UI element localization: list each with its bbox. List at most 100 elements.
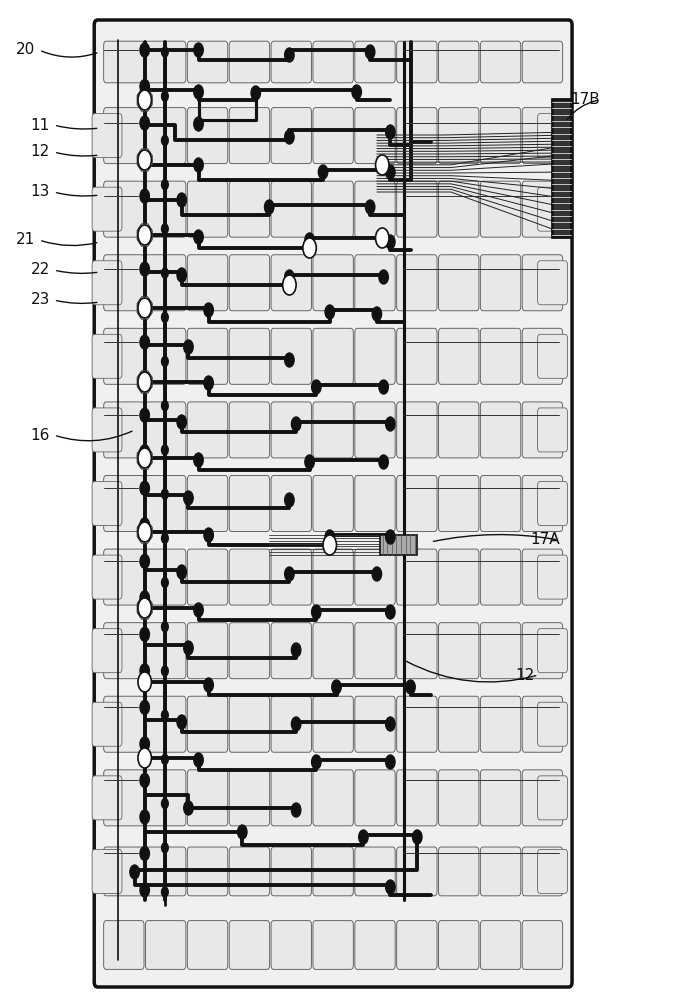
- Circle shape: [177, 715, 186, 729]
- FancyBboxPatch shape: [271, 696, 312, 752]
- FancyBboxPatch shape: [271, 549, 312, 605]
- Circle shape: [138, 598, 151, 618]
- Circle shape: [140, 43, 149, 57]
- FancyBboxPatch shape: [313, 549, 353, 605]
- FancyBboxPatch shape: [313, 770, 353, 826]
- FancyBboxPatch shape: [187, 921, 227, 969]
- FancyBboxPatch shape: [538, 261, 567, 305]
- Circle shape: [386, 125, 395, 139]
- Circle shape: [285, 493, 294, 507]
- Circle shape: [162, 754, 168, 764]
- Circle shape: [204, 376, 213, 390]
- FancyBboxPatch shape: [104, 255, 144, 311]
- FancyBboxPatch shape: [92, 114, 122, 158]
- Circle shape: [386, 717, 395, 731]
- Circle shape: [177, 415, 186, 429]
- FancyBboxPatch shape: [396, 770, 437, 826]
- Circle shape: [312, 605, 321, 619]
- FancyBboxPatch shape: [522, 770, 563, 826]
- Text: 13: 13: [31, 184, 50, 200]
- Circle shape: [312, 755, 321, 769]
- Circle shape: [162, 180, 168, 190]
- Circle shape: [162, 533, 168, 543]
- Bar: [552, 99, 571, 237]
- Circle shape: [140, 116, 149, 130]
- Circle shape: [140, 481, 149, 495]
- FancyBboxPatch shape: [92, 334, 122, 378]
- FancyBboxPatch shape: [538, 629, 567, 673]
- FancyBboxPatch shape: [271, 328, 312, 384]
- FancyBboxPatch shape: [92, 702, 122, 746]
- Circle shape: [162, 622, 168, 632]
- FancyBboxPatch shape: [522, 847, 563, 896]
- Circle shape: [365, 200, 375, 214]
- FancyBboxPatch shape: [355, 402, 395, 458]
- Circle shape: [162, 799, 168, 809]
- Circle shape: [251, 86, 260, 100]
- FancyBboxPatch shape: [522, 108, 563, 164]
- FancyBboxPatch shape: [229, 696, 270, 752]
- Circle shape: [138, 522, 151, 542]
- FancyBboxPatch shape: [355, 181, 395, 237]
- FancyBboxPatch shape: [522, 549, 563, 605]
- FancyBboxPatch shape: [313, 623, 353, 679]
- FancyBboxPatch shape: [145, 847, 186, 896]
- FancyBboxPatch shape: [187, 549, 227, 605]
- Circle shape: [386, 530, 395, 544]
- Circle shape: [291, 643, 301, 657]
- Circle shape: [184, 641, 193, 655]
- FancyBboxPatch shape: [92, 408, 122, 452]
- Circle shape: [140, 591, 149, 605]
- FancyBboxPatch shape: [145, 181, 186, 237]
- Polygon shape: [137, 371, 152, 393]
- Circle shape: [140, 335, 149, 349]
- FancyBboxPatch shape: [145, 623, 186, 679]
- FancyBboxPatch shape: [92, 849, 122, 893]
- FancyBboxPatch shape: [538, 114, 567, 158]
- Circle shape: [177, 268, 186, 282]
- FancyBboxPatch shape: [229, 549, 270, 605]
- Text: 12: 12: [31, 144, 50, 159]
- FancyBboxPatch shape: [522, 696, 563, 752]
- FancyBboxPatch shape: [522, 328, 563, 384]
- FancyBboxPatch shape: [313, 181, 353, 237]
- FancyBboxPatch shape: [145, 255, 186, 311]
- FancyBboxPatch shape: [313, 402, 353, 458]
- FancyBboxPatch shape: [94, 20, 572, 987]
- Circle shape: [130, 865, 139, 879]
- Text: 22: 22: [31, 262, 50, 277]
- FancyBboxPatch shape: [187, 847, 227, 896]
- Circle shape: [386, 755, 395, 769]
- Circle shape: [140, 226, 149, 240]
- Circle shape: [140, 627, 149, 641]
- FancyBboxPatch shape: [145, 108, 186, 164]
- FancyBboxPatch shape: [313, 328, 353, 384]
- Circle shape: [140, 664, 149, 678]
- FancyBboxPatch shape: [538, 555, 567, 599]
- Circle shape: [162, 710, 168, 720]
- FancyBboxPatch shape: [145, 475, 186, 532]
- Circle shape: [162, 47, 168, 57]
- FancyBboxPatch shape: [145, 549, 186, 605]
- Circle shape: [312, 380, 321, 394]
- FancyBboxPatch shape: [439, 181, 479, 237]
- FancyBboxPatch shape: [187, 108, 227, 164]
- FancyBboxPatch shape: [104, 328, 144, 384]
- Circle shape: [332, 680, 341, 694]
- Circle shape: [140, 700, 149, 714]
- FancyBboxPatch shape: [187, 41, 227, 83]
- Circle shape: [138, 298, 151, 318]
- Circle shape: [184, 801, 193, 815]
- FancyBboxPatch shape: [439, 108, 479, 164]
- FancyBboxPatch shape: [538, 334, 567, 378]
- FancyBboxPatch shape: [396, 921, 437, 969]
- Circle shape: [184, 491, 193, 505]
- FancyBboxPatch shape: [104, 696, 144, 752]
- Circle shape: [162, 887, 168, 897]
- Text: 17B: 17B: [571, 93, 600, 107]
- Circle shape: [413, 830, 422, 844]
- FancyBboxPatch shape: [271, 181, 312, 237]
- Circle shape: [379, 270, 388, 284]
- FancyBboxPatch shape: [104, 475, 144, 532]
- FancyBboxPatch shape: [538, 849, 567, 893]
